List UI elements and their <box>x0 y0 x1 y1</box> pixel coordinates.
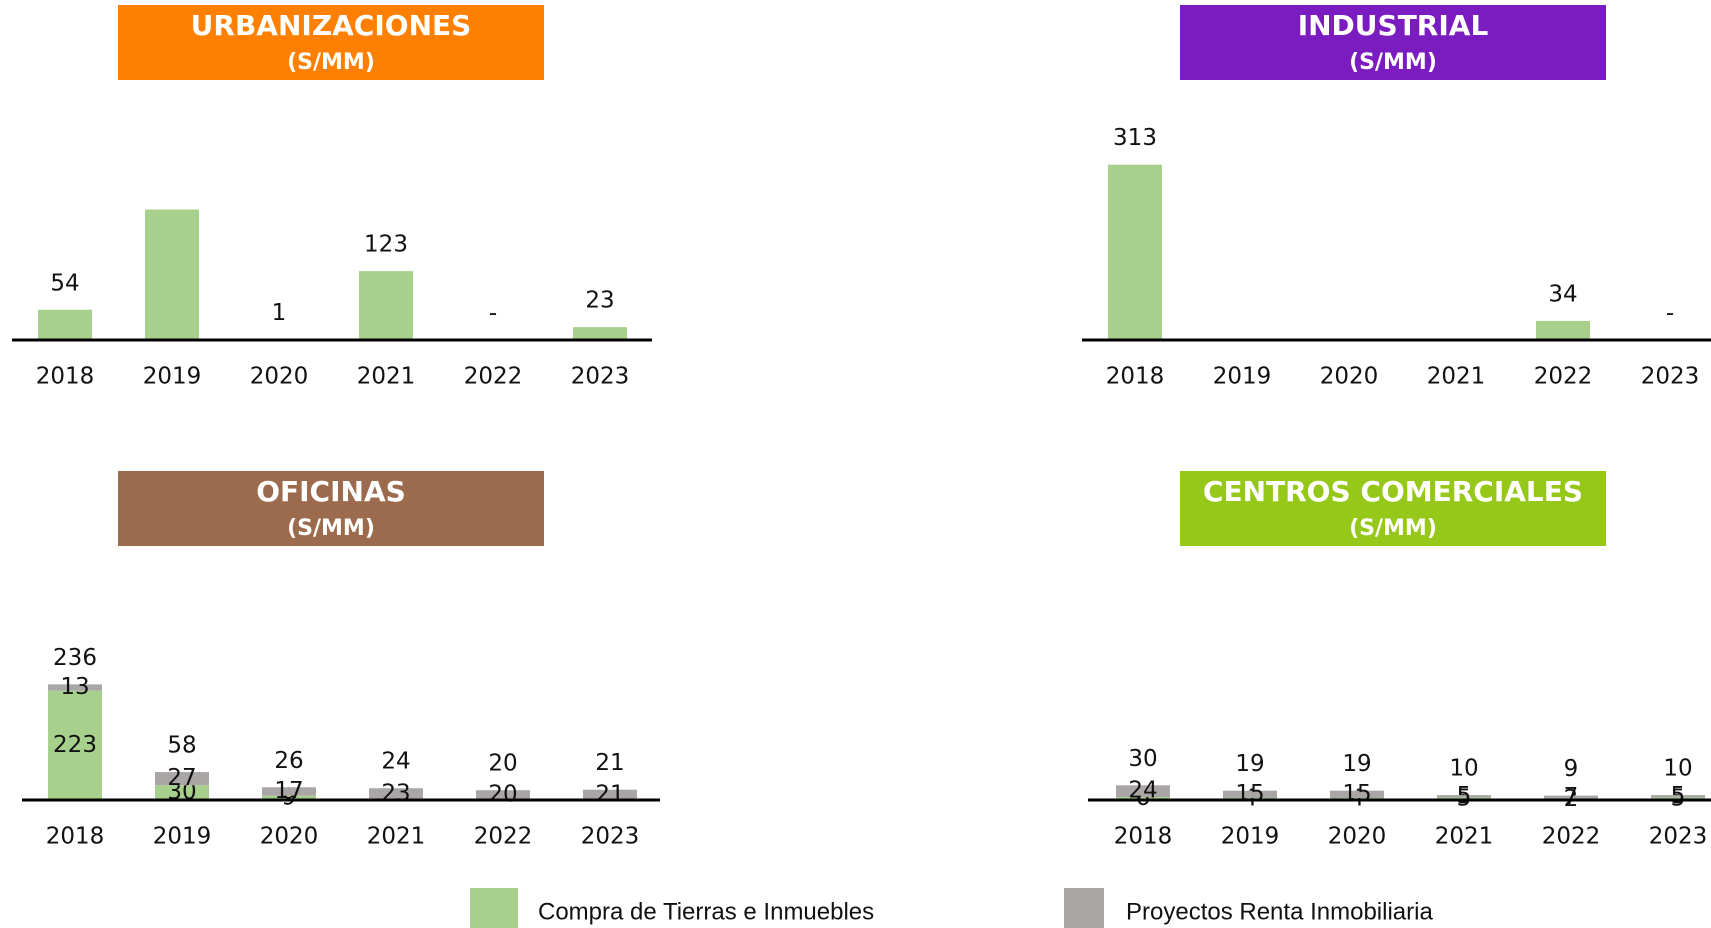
total-label: 236 <box>53 645 97 671</box>
header-box <box>1180 471 1606 546</box>
x-tick-label: 2021 <box>367 824 426 850</box>
x-tick-label: 2020 <box>250 364 309 390</box>
total-label: 19 <box>1235 751 1264 777</box>
bar <box>1544 795 1598 800</box>
bar <box>369 788 423 800</box>
total-label: 58 <box>167 733 196 759</box>
x-tick-label: 2021 <box>1435 824 1494 850</box>
x-tick-label: 2020 <box>1328 824 1387 850</box>
x-tick-label: 2021 <box>1427 364 1486 390</box>
bar <box>145 209 199 340</box>
value-label: 23 <box>381 780 410 806</box>
value-label: 34 <box>1548 281 1577 307</box>
value-label: 1 <box>272 300 287 326</box>
value-label: 123 <box>364 232 408 258</box>
bar <box>48 690 102 800</box>
bar <box>262 787 316 796</box>
total-label: 10 <box>1663 756 1692 782</box>
x-tick-label: 2021 <box>357 364 416 390</box>
value-label: 54 <box>50 270 79 296</box>
bar <box>155 785 209 800</box>
bar <box>1536 320 1590 340</box>
value-label: 5 <box>1457 783 1472 809</box>
x-tick-label: 2019 <box>1213 364 1272 390</box>
chart-title: INDUSTRIAL <box>1298 9 1489 42</box>
bar <box>1108 164 1162 340</box>
bar <box>155 772 209 786</box>
chart-subtitle: (S/MM) <box>1349 516 1437 541</box>
chart-title: OFICINAS <box>256 475 406 508</box>
total-label: 26 <box>274 748 303 774</box>
value-label: - <box>489 301 497 327</box>
chart-title: URBANIZACIONES <box>191 9 472 42</box>
bar <box>1330 790 1384 799</box>
x-tick-label: 2022 <box>1542 824 1601 850</box>
x-tick-label: 2022 <box>1534 364 1593 390</box>
total-label: 21 <box>595 750 624 776</box>
value-label: 7 <box>1564 784 1579 810</box>
value-label: 23 <box>585 288 614 314</box>
bar <box>1116 785 1170 798</box>
x-tick-label: 2018 <box>1114 824 1173 850</box>
value-label: - <box>1666 301 1674 327</box>
legend-label: Compra de Tierras e Inmuebles <box>538 898 874 925</box>
x-tick-label: 2023 <box>1641 364 1700 390</box>
header-box <box>1180 5 1606 80</box>
total-label: 19 <box>1342 751 1371 777</box>
value-label: 20 <box>488 782 517 808</box>
value-label: 15 <box>1235 781 1264 807</box>
total-label: 10 <box>1449 756 1478 782</box>
x-tick-label: 2018 <box>46 824 105 850</box>
value-label: 27 <box>167 765 196 791</box>
x-tick-label: 2019 <box>153 824 212 850</box>
bar <box>1651 795 1705 798</box>
value-label: 5 <box>1671 783 1686 809</box>
legend-swatch <box>1064 888 1104 928</box>
value-label: 5 <box>1457 785 1472 811</box>
bar <box>359 271 413 340</box>
bar <box>38 309 92 340</box>
x-tick-label: 2020 <box>260 824 319 850</box>
header-box <box>118 5 544 80</box>
legend-swatch <box>470 888 518 928</box>
value-label: 15 <box>1342 781 1371 807</box>
value-label: 5 <box>1671 785 1686 811</box>
header-box <box>118 471 544 546</box>
bar <box>1437 795 1491 798</box>
total-label: 9 <box>1564 756 1579 782</box>
x-tick-label: 2022 <box>474 824 533 850</box>
bar <box>583 789 637 800</box>
x-tick-label: 2022 <box>464 364 523 390</box>
chart-subtitle: (S/MM) <box>287 516 375 541</box>
x-tick-label: 2019 <box>143 364 202 390</box>
bar <box>48 684 102 691</box>
x-tick-label: 2018 <box>36 364 95 390</box>
value-label: 313 <box>1113 125 1157 151</box>
x-tick-label: 2023 <box>581 824 640 850</box>
total-label: 30 <box>1128 746 1157 772</box>
bar <box>1223 790 1277 799</box>
value-label: 13 <box>60 674 89 700</box>
x-tick-label: 2020 <box>1320 364 1379 390</box>
total-label: 20 <box>488 751 517 777</box>
total-label: 24 <box>381 749 410 775</box>
x-tick-label: 2023 <box>1649 824 1708 850</box>
bar <box>262 795 316 800</box>
x-tick-label: 2018 <box>1106 364 1165 390</box>
bar <box>476 790 530 800</box>
legend-label: Proyectos Renta Inmobiliaria <box>1126 898 1433 925</box>
value-label: 21 <box>595 781 624 807</box>
value-label: 223 <box>53 732 97 758</box>
chart-title: CENTROS COMERCIALES <box>1203 475 1583 508</box>
chart-subtitle: (S/MM) <box>1349 50 1437 75</box>
chart-subtitle: (S/MM) <box>287 50 375 75</box>
bar <box>573 327 627 340</box>
x-tick-label: 2023 <box>571 364 630 390</box>
x-tick-label: 2019 <box>1221 824 1280 850</box>
